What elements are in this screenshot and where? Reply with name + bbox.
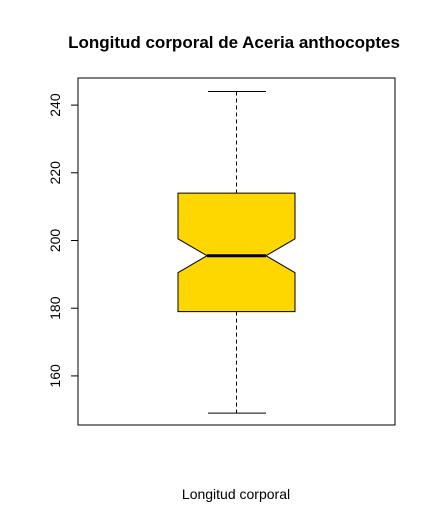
y-tick-label: 180	[47, 296, 63, 320]
y-tick-label: 200	[47, 229, 63, 253]
y-tick-label: 240	[47, 93, 63, 117]
chart-title: Longitud corporal de Aceria anthocoptes	[68, 33, 400, 52]
y-tick-label: 160	[47, 364, 63, 388]
boxplot	[177, 91, 296, 414]
notched-box	[177, 192, 296, 313]
x-axis-label: Longitud corporal	[182, 486, 290, 502]
y-tick-label: 220	[47, 161, 63, 185]
y-axis-ticks: 160 180 200 220 240	[47, 93, 78, 388]
